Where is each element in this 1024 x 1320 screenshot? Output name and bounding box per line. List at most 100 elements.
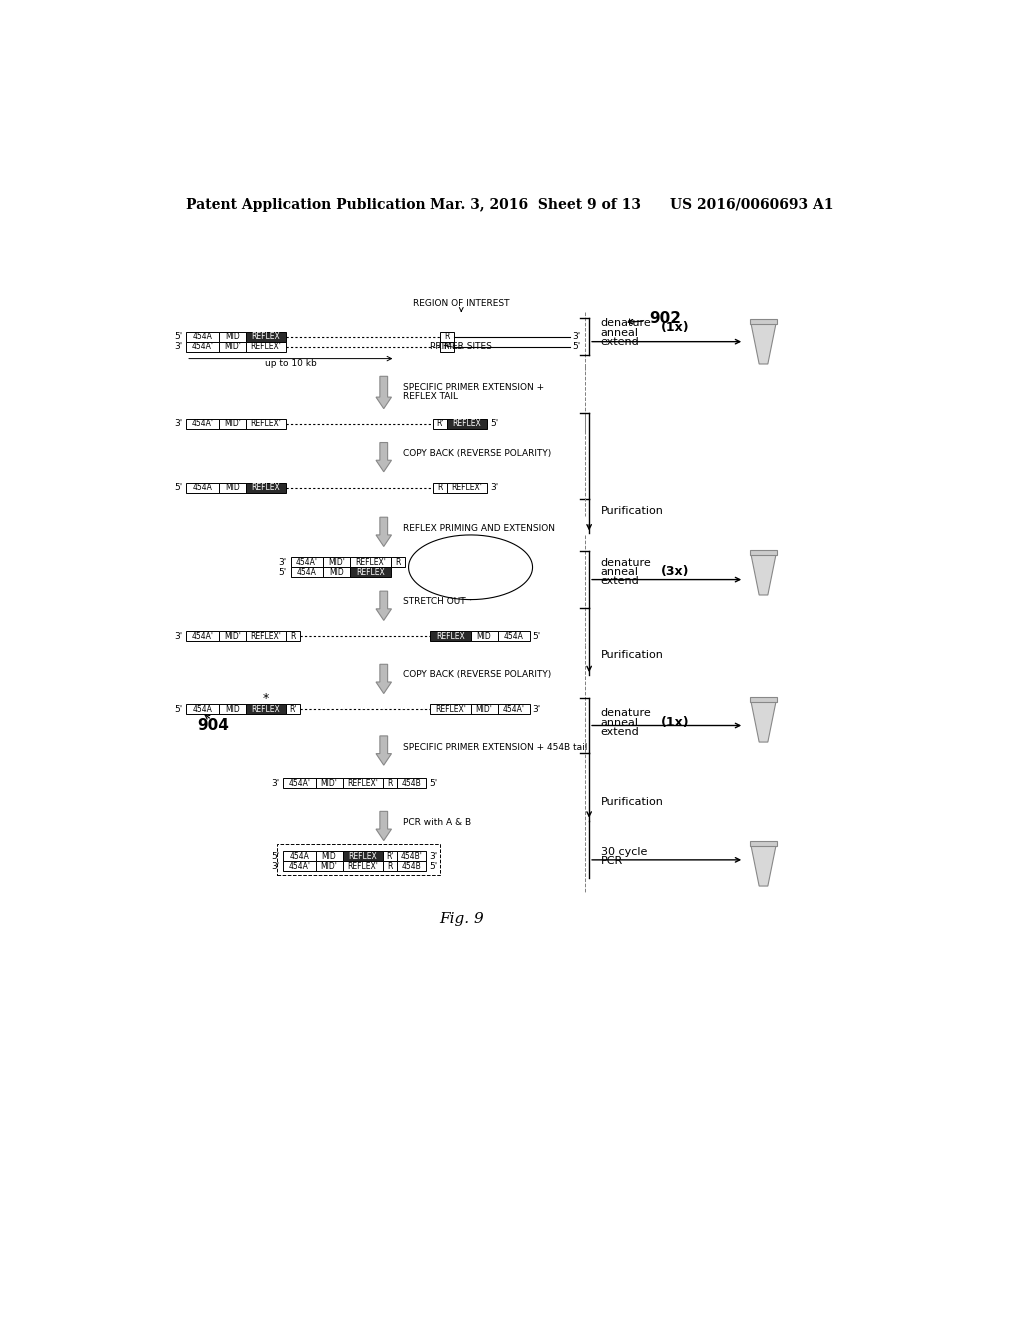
Bar bbox=[283, 851, 315, 862]
Text: MID: MID bbox=[322, 851, 337, 861]
Bar bbox=[350, 568, 391, 577]
Text: PRIMER SITES: PRIMER SITES bbox=[430, 342, 493, 351]
Text: REFLEX: REFLEX bbox=[252, 333, 281, 341]
Text: 454A': 454A' bbox=[191, 342, 213, 351]
Text: 5': 5' bbox=[572, 342, 581, 351]
Text: PCR: PCR bbox=[601, 857, 623, 866]
Text: Purification: Purification bbox=[601, 797, 664, 808]
Text: Purification: Purification bbox=[601, 506, 664, 516]
Bar bbox=[439, 331, 454, 342]
Polygon shape bbox=[751, 323, 776, 364]
Bar bbox=[283, 779, 315, 788]
Text: MID': MID' bbox=[224, 420, 241, 428]
Bar bbox=[498, 705, 530, 714]
Polygon shape bbox=[376, 376, 391, 409]
Text: (1x): (1x) bbox=[662, 321, 690, 334]
Text: REFLEX PRIMING AND EXTENSION: REFLEX PRIMING AND EXTENSION bbox=[403, 524, 555, 533]
Bar bbox=[343, 862, 383, 871]
Polygon shape bbox=[751, 554, 776, 595]
Text: MID': MID' bbox=[329, 558, 345, 566]
Bar bbox=[383, 779, 397, 788]
Text: R: R bbox=[437, 483, 442, 492]
Bar bbox=[219, 483, 246, 492]
Text: 454A': 454A' bbox=[296, 558, 318, 566]
Text: R': R' bbox=[442, 342, 451, 351]
Bar bbox=[446, 418, 486, 429]
Text: 902: 902 bbox=[649, 312, 682, 326]
Text: 454A: 454A bbox=[193, 705, 212, 714]
Text: R: R bbox=[395, 558, 400, 566]
Text: denature: denature bbox=[601, 318, 651, 329]
Bar bbox=[430, 705, 471, 714]
Bar bbox=[219, 631, 246, 642]
Text: Fig. 9: Fig. 9 bbox=[439, 912, 483, 927]
Text: REFLEX': REFLEX' bbox=[251, 632, 282, 640]
Polygon shape bbox=[376, 442, 391, 471]
Text: 3': 3' bbox=[572, 333, 581, 341]
Bar bbox=[383, 862, 397, 871]
Bar bbox=[446, 483, 486, 492]
Bar bbox=[219, 418, 246, 429]
Bar bbox=[324, 557, 350, 568]
Text: 3': 3' bbox=[279, 558, 287, 566]
Text: 5': 5' bbox=[429, 862, 437, 871]
Bar bbox=[291, 557, 324, 568]
Polygon shape bbox=[751, 846, 776, 886]
Text: REFLEX': REFLEX' bbox=[355, 558, 386, 566]
Text: 3': 3' bbox=[271, 862, 280, 871]
Polygon shape bbox=[376, 591, 391, 620]
Text: REFLEX: REFLEX bbox=[356, 568, 385, 577]
Bar bbox=[430, 631, 471, 642]
Text: MID': MID' bbox=[224, 632, 241, 640]
Text: MID': MID' bbox=[224, 342, 241, 351]
Text: R': R' bbox=[290, 705, 297, 714]
Bar bbox=[186, 705, 219, 714]
Text: denature: denature bbox=[601, 709, 651, 718]
Text: REFLEX': REFLEX' bbox=[347, 862, 378, 871]
Bar bbox=[219, 705, 246, 714]
Polygon shape bbox=[376, 664, 391, 693]
Bar bbox=[186, 631, 219, 642]
Bar bbox=[315, 779, 343, 788]
Text: 5': 5' bbox=[174, 333, 182, 341]
Text: MID: MID bbox=[477, 632, 492, 640]
Polygon shape bbox=[376, 812, 391, 841]
Text: 30 cycle: 30 cycle bbox=[601, 847, 647, 857]
Text: 454A: 454A bbox=[290, 851, 309, 861]
Text: 454A': 454A' bbox=[289, 862, 310, 871]
Text: REFLEX: REFLEX bbox=[436, 632, 465, 640]
Text: 454A': 454A' bbox=[503, 705, 525, 714]
Text: REFLEX: REFLEX bbox=[453, 420, 481, 428]
Text: 5': 5' bbox=[489, 420, 498, 428]
Bar bbox=[498, 631, 530, 642]
Text: 3': 3' bbox=[174, 420, 182, 428]
Bar bbox=[750, 841, 777, 846]
Text: REFLEX: REFLEX bbox=[252, 705, 281, 714]
Text: REFLEX': REFLEX' bbox=[347, 779, 378, 788]
Bar bbox=[750, 549, 777, 554]
Text: denature: denature bbox=[601, 558, 651, 568]
Text: MID: MID bbox=[330, 568, 344, 577]
Text: MID: MID bbox=[225, 483, 240, 492]
Bar bbox=[397, 862, 426, 871]
Text: R': R' bbox=[386, 851, 393, 861]
Bar bbox=[383, 851, 397, 862]
Text: REFLEX: REFLEX bbox=[348, 851, 377, 861]
Text: 454B: 454B bbox=[401, 779, 422, 788]
Text: 904: 904 bbox=[198, 718, 229, 734]
Text: SPECIFIC PRIMER EXTENSION +: SPECIFIC PRIMER EXTENSION + bbox=[403, 383, 544, 392]
Bar bbox=[246, 331, 286, 342]
Text: 454B': 454B' bbox=[400, 851, 423, 861]
Text: *: * bbox=[263, 692, 269, 705]
Bar bbox=[350, 557, 391, 568]
Text: anneal: anneal bbox=[601, 718, 639, 727]
Bar bbox=[343, 851, 383, 862]
Text: MID': MID' bbox=[321, 779, 338, 788]
Text: R: R bbox=[291, 632, 296, 640]
Bar bbox=[186, 342, 219, 351]
Bar bbox=[219, 342, 246, 351]
Text: Mar. 3, 2016  Sheet 9 of 13: Mar. 3, 2016 Sheet 9 of 13 bbox=[430, 198, 641, 211]
Bar bbox=[186, 418, 219, 429]
Polygon shape bbox=[751, 702, 776, 742]
Bar bbox=[315, 862, 343, 871]
